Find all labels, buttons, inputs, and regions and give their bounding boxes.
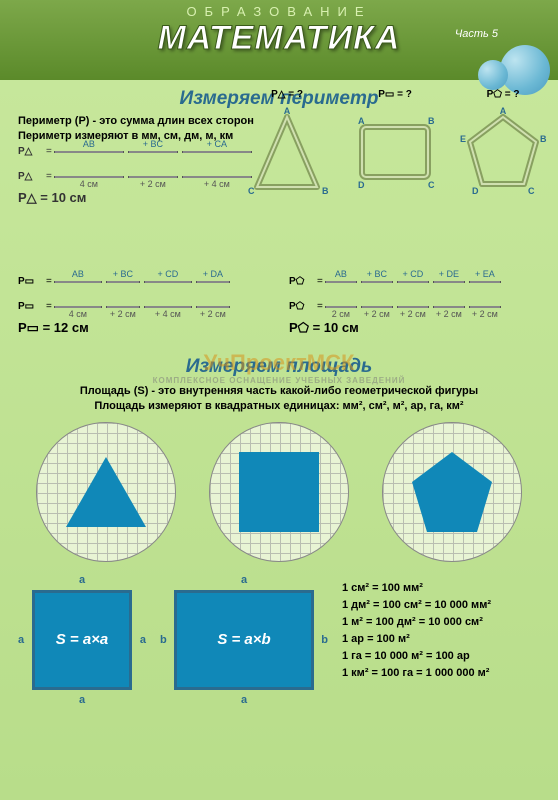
conversion-row: 1 см² = 100 мм² xyxy=(342,580,491,597)
area-square-grid xyxy=(209,422,349,562)
svg-text:A: A xyxy=(284,106,291,116)
svg-text:A: A xyxy=(500,106,507,116)
bottom-row: a a a a S = a×a a a b b S = a×b 1 см² = … xyxy=(0,568,558,712)
svg-text:B: B xyxy=(428,116,435,126)
area-triangle-grid xyxy=(36,422,176,562)
conversion-row: 1 дм² = 100 см² = 10 000 мм² xyxy=(342,597,491,614)
triangle-fill-icon xyxy=(61,452,151,532)
triangle-result: P△ = 10 см xyxy=(18,190,278,206)
poster-header: ОБРАЗОВАНИЕ МАТЕМАТИКА Часть 5 xyxy=(0,0,558,80)
svg-text:C: C xyxy=(248,186,255,196)
svg-text:D: D xyxy=(358,180,365,190)
pentagon-unrolled: P⬠= AB + BC + CD + DE + EA P⬠= 2 см + 2 … xyxy=(289,274,540,336)
svg-text:E: E xyxy=(460,134,466,144)
rect-formula-block: a a b b S = a×b xyxy=(160,576,328,704)
bubble-icon xyxy=(478,60,508,90)
area-shapes-row xyxy=(0,416,558,568)
square-formula: S = a×a xyxy=(33,591,131,689)
triangle-icon: A B C xyxy=(242,102,332,202)
unit-conversions: 1 см² = 100 мм² 1 дм² = 100 см² = 10 000… xyxy=(342,576,491,704)
rectangle-icon: A B C D xyxy=(350,102,440,202)
svg-text:D: D xyxy=(472,186,479,196)
area-pentagon-grid xyxy=(382,422,522,562)
conversion-row: 1 км² = 100 га = 1 000 000 м² xyxy=(342,665,491,682)
svg-text:C: C xyxy=(428,180,435,190)
pentagon-result: P⬠ = 10 см xyxy=(289,320,540,336)
rectangle-unrolled: P▭= AB + BC + CD + DA P▭= 4 см + 2 см + … xyxy=(18,274,269,336)
conversion-row: 1 ар = 100 м² xyxy=(342,631,491,648)
header-part: Часть 5 xyxy=(455,28,498,40)
rectangle-result: P▭ = 12 см xyxy=(18,320,269,336)
square-formula-block: a a a a S = a×a xyxy=(18,576,146,704)
perimeter-bottom: P▭= AB + BC + CD + DA P▭= 4 см + 2 см + … xyxy=(0,274,558,336)
area-intro-1: Площадь (S) - это внутренняя часть какой… xyxy=(20,384,538,399)
header-topline: ОБРАЗОВАНИЕ xyxy=(0,0,558,19)
square-fill-icon xyxy=(239,452,319,532)
pentagon-icon: A B C D E xyxy=(458,102,548,202)
shape-diagrams: P△ = ? A B C P▭ = ? A B C D P⬠ = ? xyxy=(242,89,548,205)
area-title: Измеряем площадь xyxy=(0,356,558,378)
perimeter-section: Периметр (P) - это сумма длин всех сторо… xyxy=(0,114,558,274)
bubble-icon xyxy=(500,45,550,95)
svg-text:B: B xyxy=(322,186,329,196)
triangle-unrolled: P△= AB + BC + CA P△= 4 см + 2 см + 4 см … xyxy=(18,144,278,206)
conversion-row: 1 га = 10 000 м² = 100 ар xyxy=(342,648,491,665)
conversion-row: 1 м² = 100 дм² = 10 000 см² xyxy=(342,614,491,631)
svg-text:A: A xyxy=(358,116,365,126)
svg-text:C: C xyxy=(528,186,535,196)
rect-formula: S = a×b xyxy=(175,591,313,689)
pentagon-fill-icon xyxy=(407,447,497,537)
area-intro-2: Площадь измеряют в квадратных единицах: … xyxy=(20,399,538,414)
svg-text:B: B xyxy=(540,134,547,144)
